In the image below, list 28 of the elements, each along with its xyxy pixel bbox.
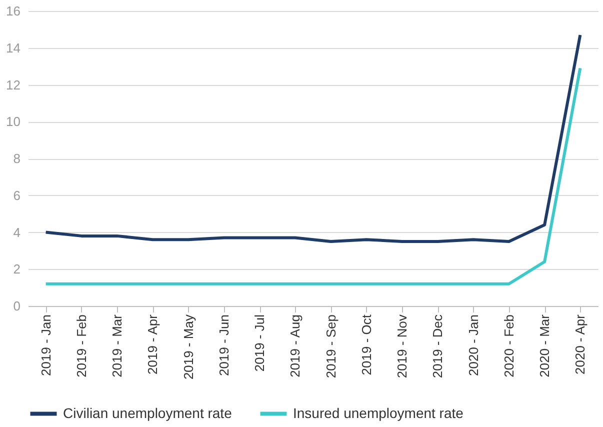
- y-tick-label: 8: [13, 151, 20, 166]
- legend-label: Civilian unemployment rate: [63, 404, 232, 421]
- x-tick-label: 2019 - Sep: [323, 314, 338, 378]
- y-tick-label: 0: [13, 298, 20, 314]
- x-tick-label: 2019 - Jul: [252, 314, 268, 372]
- y-tick-label: 2: [13, 262, 20, 277]
- x-tick-label: 2019 - Feb: [74, 314, 89, 378]
- x-tick-label: 2020 - Apr: [572, 314, 588, 374]
- y-tick-label: 14: [6, 40, 20, 56]
- y-tick-label: 6: [13, 188, 20, 203]
- legend-label: Insured unemployment rate: [293, 404, 464, 421]
- x-tick-label: 2019 - Jun: [216, 314, 232, 376]
- line-series: [44, 33, 582, 243]
- x-tick-label: 2019 - Dec: [430, 314, 446, 378]
- x-tick-label: 2019 - Aug: [288, 314, 303, 378]
- x-tick-label: 2020 - Mar: [537, 314, 552, 378]
- x-tick-label: 2020 - Jan: [466, 314, 481, 376]
- y-tick-label: 12: [6, 77, 20, 92]
- x-tick-label: 2019 - Nov: [394, 314, 410, 378]
- x-tick-label: 2019 - May: [180, 314, 196, 380]
- y-tick-label: 16: [6, 4, 20, 18]
- x-tick-label: 2019 - Apr: [145, 314, 160, 374]
- x-tick-label: 2020 - Feb: [501, 314, 516, 378]
- y-tick-label: 4: [13, 224, 20, 240]
- x-tick-label: 2019 - Jan: [38, 314, 54, 376]
- y-tick-label: 10: [6, 114, 20, 130]
- x-tick-label: 2019 - Mar: [110, 314, 125, 378]
- x-tick-label: 2019 - Oct: [358, 314, 374, 376]
